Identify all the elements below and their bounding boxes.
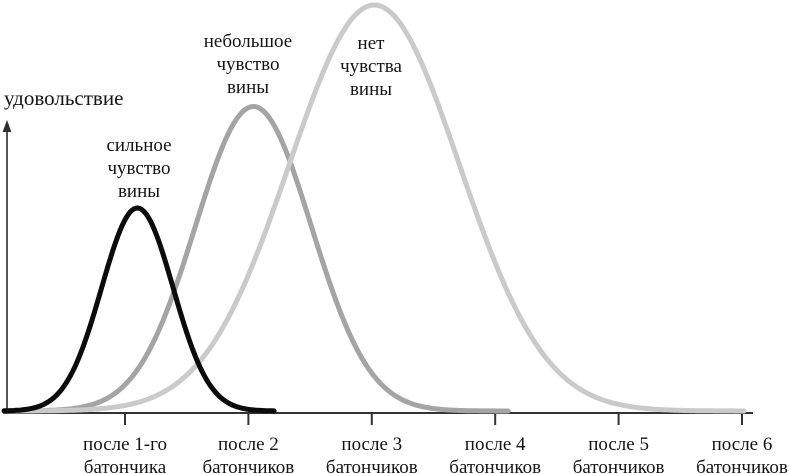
x-tick-labels: после 1-го батончика после 2 батончиков по…	[0, 433, 790, 474]
x-tick-label: после 1-го батончика	[83, 434, 167, 474]
curve-no-guilt	[1, 2, 747, 414]
x-tick-label: после 4 батончиков	[449, 434, 542, 474]
annotation-no-guilt: нет чувства вины	[340, 33, 402, 100]
y-axis-arrowhead	[2, 120, 12, 132]
curve-small-guilt	[1, 104, 511, 414]
y-axis-label: удовольствие	[4, 86, 124, 110]
annotation-strong-guilt: сильное чувство вины	[106, 135, 172, 202]
curves-layer	[1, 2, 747, 414]
x-tick-label: после 2 батончиков	[202, 434, 295, 474]
annotation-small-guilt: небольшое чувство вины	[203, 31, 293, 98]
x-tick-label: после 6 батончиков	[696, 434, 788, 474]
curve-strong-guilt	[1, 205, 277, 414]
ticks-layer	[124, 414, 743, 425]
x-tick-label: после 3 батончиков	[325, 434, 418, 474]
x-tick-label: после 5 батончиков	[572, 434, 665, 474]
